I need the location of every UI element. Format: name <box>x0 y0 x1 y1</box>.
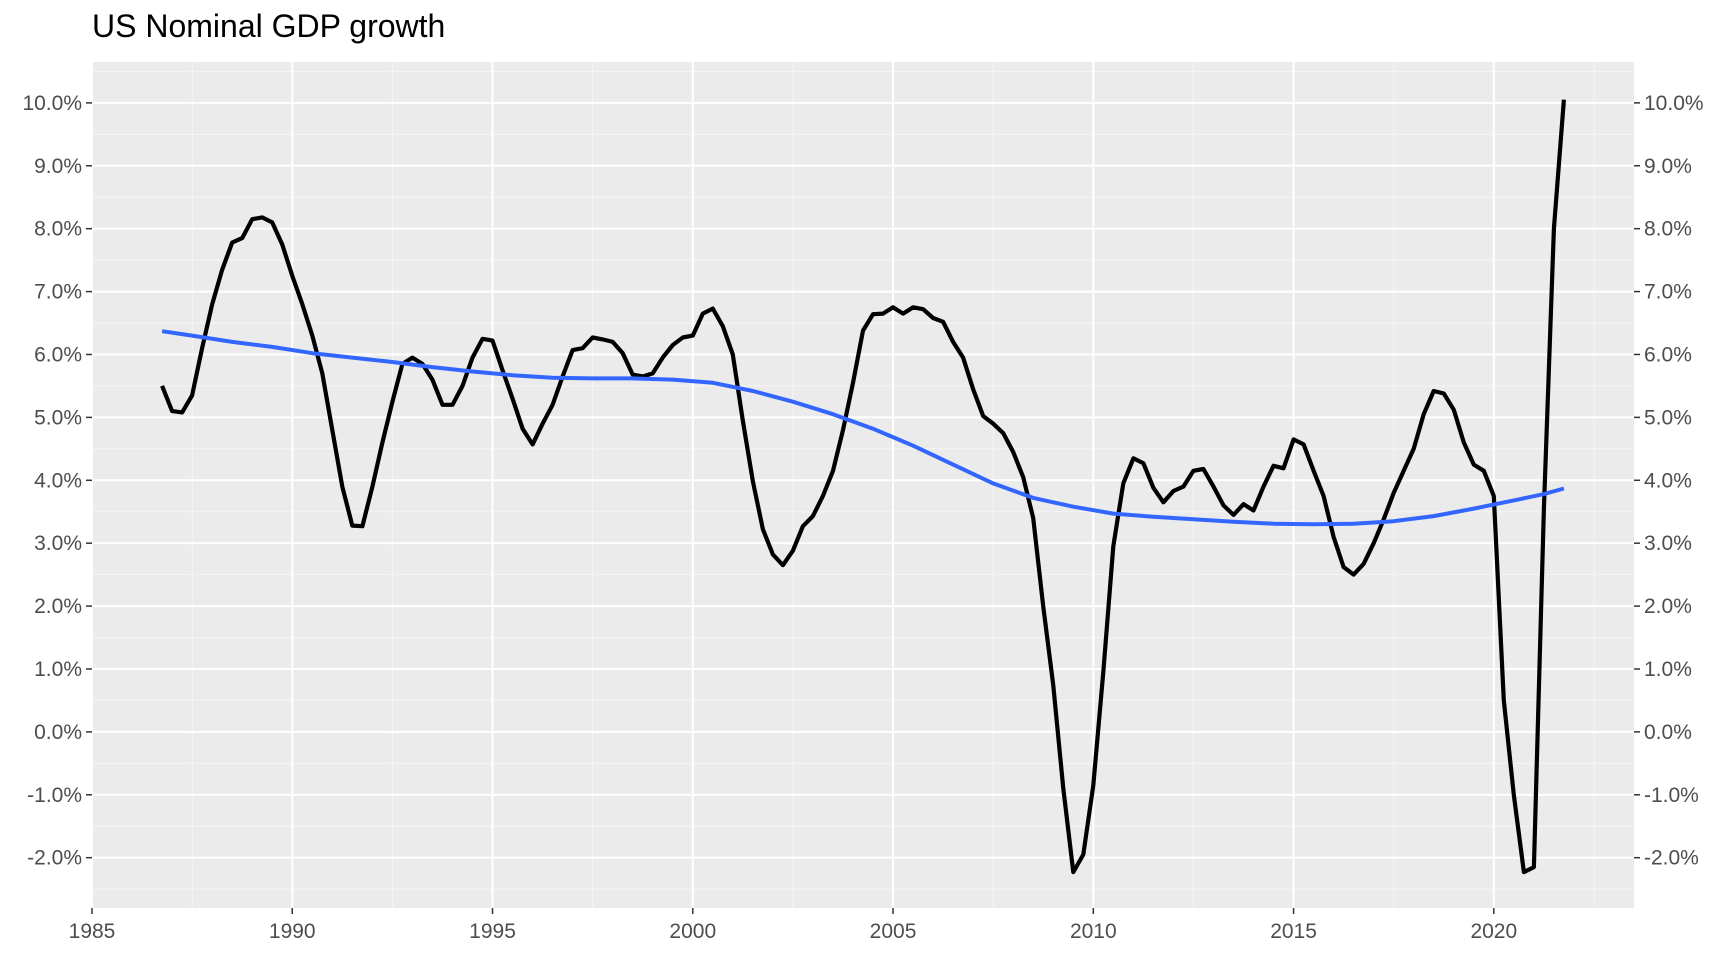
y-tick-label-right: 0.0% <box>1644 721 1692 744</box>
x-tick-label: 2000 <box>669 920 716 943</box>
y-tick-label-right: -2.0% <box>1644 847 1699 870</box>
y-tick-label-left: 8.0% <box>34 218 82 241</box>
y-tick-label-right: 9.0% <box>1644 155 1692 178</box>
x-tick-label: 2005 <box>870 920 917 943</box>
y-tick-label-left: 9.0% <box>34 155 82 178</box>
y-tick-label-right: 6.0% <box>1644 343 1692 366</box>
y-tick-label-left: -2.0% <box>27 847 82 870</box>
y-tick-label-left: 10.0% <box>22 92 82 115</box>
y-tick-label-right: 1.0% <box>1644 658 1692 681</box>
y-tick-label-right: 2.0% <box>1644 595 1692 618</box>
x-tick-label: 2010 <box>1070 920 1117 943</box>
y-axis-right: -2.0% -1.0% 0.0% 1.0% 2.0% 3.0% 4.0% 5.0% 6.0% 7.… <box>1634 92 1704 870</box>
trend-line <box>161 329 1565 527</box>
y-tick-label-right: 8.0% <box>1644 218 1692 241</box>
x-axis: 1985 1990 1995 2000 2005 2010 2015 2020 <box>69 908 1517 943</box>
x-tick-label: 1985 <box>69 920 116 943</box>
y-tick-label-left: 0.0% <box>34 721 82 744</box>
minor-gridlines <box>92 62 1634 908</box>
y-tick-label-left: -1.0% <box>27 784 82 807</box>
y-tick-label-right: -1.0% <box>1644 784 1699 807</box>
y-tick-label-right: 10.0% <box>1644 92 1704 115</box>
y-tick-label-left: 3.0% <box>34 532 82 555</box>
x-tick-label: 1995 <box>469 920 516 943</box>
y-tick-label-right: 3.0% <box>1644 532 1692 555</box>
y-axis-left: -2.0% -1.0% 0.0% 1.0% 2.0% 3.0% 4.0% 5.0% 6.0% 7.… <box>22 92 92 870</box>
y-tick-label-left: 2.0% <box>34 595 82 618</box>
chart-title: US Nominal GDP growth <box>92 8 446 44</box>
y-tick-label-left: 1.0% <box>34 658 82 681</box>
x-tick-label: 1990 <box>269 920 316 943</box>
y-tick-label-left: 5.0% <box>34 406 82 429</box>
y-tick-label-right: 5.0% <box>1644 406 1692 429</box>
y-tick-label-left: 4.0% <box>34 469 82 492</box>
major-gridlines <box>91 62 1634 908</box>
y-tick-label-right: 4.0% <box>1644 469 1692 492</box>
x-tick-label: 2020 <box>1470 920 1517 943</box>
y-tick-label-right: 7.0% <box>1644 281 1692 304</box>
y-tick-label-left: 7.0% <box>34 281 82 304</box>
y-tick-label-left: 6.0% <box>34 343 82 366</box>
x-tick-label: 2015 <box>1270 920 1317 943</box>
plot-panel <box>92 62 1634 908</box>
series-layer <box>160 99 1566 875</box>
